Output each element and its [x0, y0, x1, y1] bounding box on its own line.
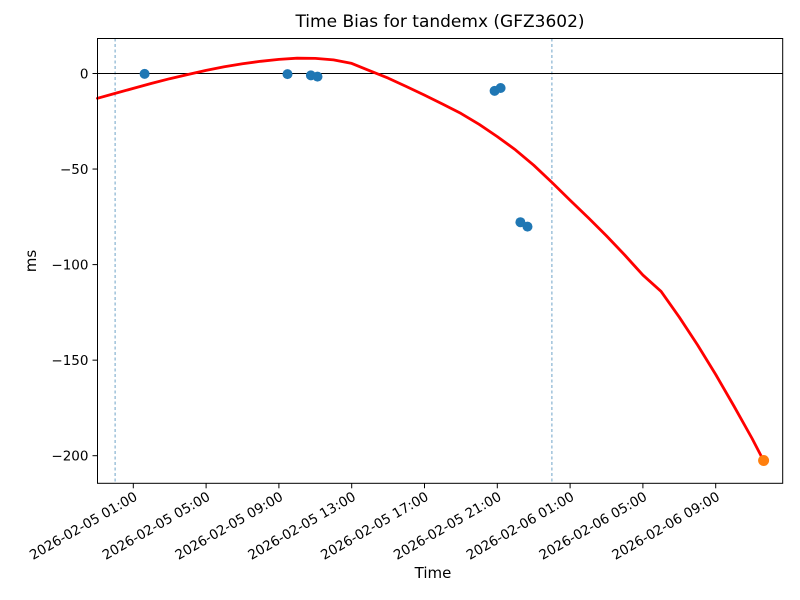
y-tick-label: −150 — [51, 353, 88, 369]
fit-curve-layer — [96, 56, 765, 461]
latest-observation-point — [758, 455, 770, 466]
y-tick-label: 0 — [80, 66, 89, 82]
axes-spines — [97, 38, 784, 484]
time-bias-observations-point — [522, 221, 533, 232]
chart-title: Time Bias for tandemx (GFZ3602) — [294, 12, 584, 32]
time-bias-observations-point — [282, 69, 293, 80]
y-axis-ticks: 0 −50 −100 −150 −200 — [51, 66, 98, 465]
y-tick-label: −100 — [51, 257, 88, 273]
axes-box — [97, 38, 784, 484]
day-boundary-lines — [114, 38, 553, 484]
y-tick-label: −50 — [60, 162, 89, 178]
time-bias-observations-point — [495, 83, 506, 93]
time-bias-observations-point — [312, 71, 323, 82]
y-tick-label: −200 — [51, 449, 88, 465]
data-points-layer — [139, 68, 770, 466]
x-axis-label: Time — [414, 564, 452, 582]
polynomial-fit-line — [96, 56, 765, 461]
time-bias-observations-point — [139, 68, 150, 79]
y-axis-label: ms — [22, 250, 40, 273]
